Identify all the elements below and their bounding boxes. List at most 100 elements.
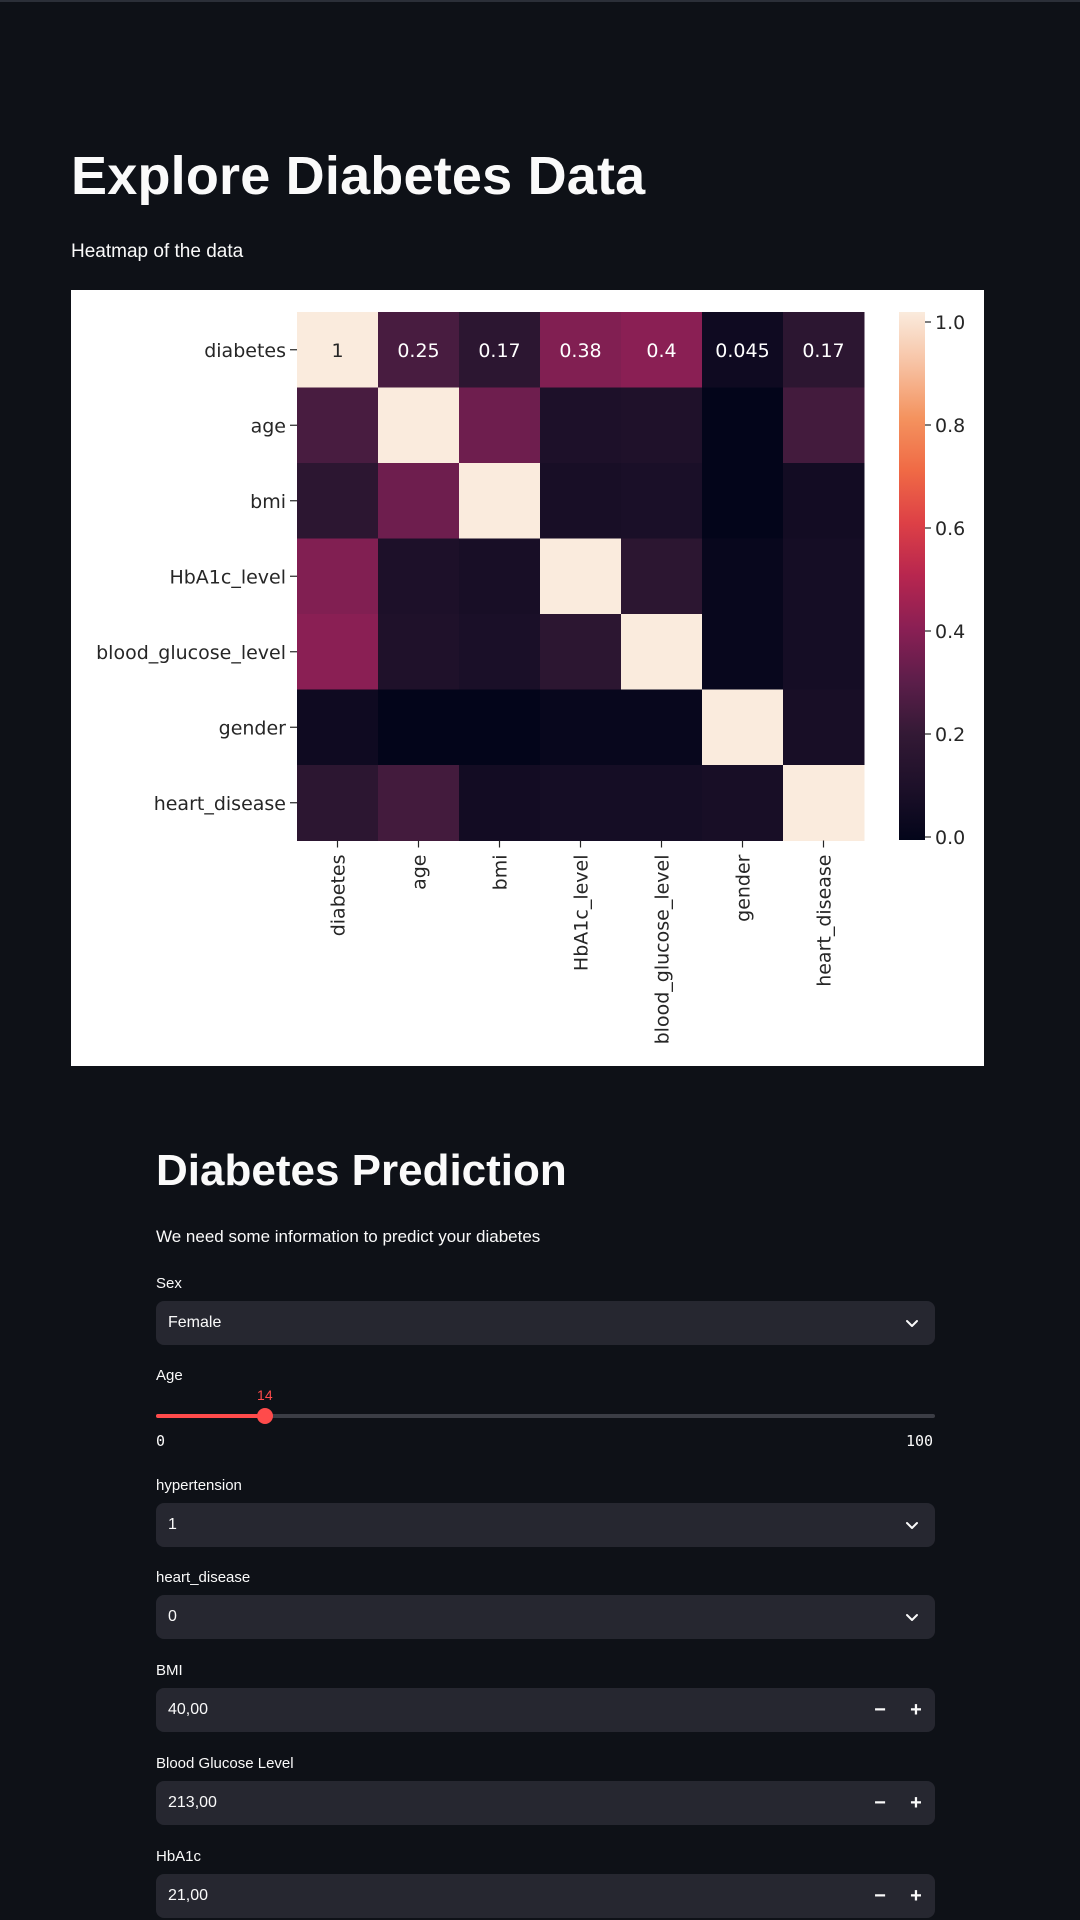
- heatmap-cell: [297, 463, 379, 539]
- heatmap-cell: [783, 614, 865, 690]
- heatmap-cell: [378, 614, 460, 690]
- colorbar-tick-label: 0.4: [935, 621, 965, 643]
- hypertension-label: hypertension: [156, 1477, 242, 1494]
- bmi-decrement-button[interactable]: −: [874, 1699, 886, 1721]
- heatmap-annotation: 0.045: [715, 340, 769, 362]
- hba1c-input[interactable]: 21,00 − +: [156, 1874, 935, 1918]
- heatmap-cell: [621, 689, 703, 766]
- colorbar-tick-label: 1.0: [935, 312, 965, 334]
- heatmap-cell: [459, 463, 541, 539]
- hba1c-value: 21,00: [168, 1887, 209, 1904]
- heatmap-cell: [783, 689, 865, 766]
- heatmap-cell: [621, 765, 703, 841]
- heatmap-cell: [378, 538, 460, 615]
- heatmap-cell: [783, 538, 865, 615]
- age-slider-fill: [156, 1414, 266, 1418]
- heatmap-cell: [378, 463, 460, 539]
- heatmap-cell: [459, 387, 541, 464]
- bmi-value: 40,00: [168, 1701, 209, 1718]
- heatmap-cell: [459, 689, 541, 766]
- heatmap-cell: [702, 312, 784, 388]
- heatmap-cell: [540, 312, 622, 388]
- top-border: [0, 0, 1080, 2]
- prediction-title: Diabetes Prediction: [156, 1146, 567, 1195]
- heatmap-cell: [783, 387, 865, 464]
- heatmap-cell: [702, 765, 784, 841]
- bmi-input[interactable]: 40,00 − +: [156, 1688, 935, 1732]
- heatmap-cell: [297, 312, 379, 388]
- sex-label: Sex: [156, 1275, 182, 1292]
- heatmap-cell: [621, 538, 703, 615]
- age-slider-value: 14: [257, 1387, 273, 1403]
- heatmap-cell: [378, 387, 460, 464]
- hba1c-increment-button[interactable]: +: [910, 1885, 922, 1907]
- heatmap-cell: [378, 312, 460, 388]
- y-tick-label: bmi: [250, 491, 286, 513]
- chevron-down-icon: [906, 1522, 918, 1529]
- age-slider-max: 100: [906, 1432, 934, 1450]
- glucose-increment-button[interactable]: +: [910, 1792, 922, 1814]
- glucose-label: Blood Glucose Level: [156, 1755, 294, 1772]
- heatmap-chart: 1 0.25 0.17 0.38 0.4 0.045 0.17 diabetes age bmi…: [96, 312, 965, 1045]
- y-tick-label: heart_disease: [154, 793, 286, 815]
- heatmap-annotation: 0.17: [802, 340, 844, 362]
- hba1c-label: HbA1c: [156, 1848, 202, 1865]
- heatmap-cell: [297, 689, 379, 766]
- prediction-subtitle: We need some information to predict your…: [156, 1227, 541, 1246]
- x-tick-label: diabetes: [328, 855, 350, 937]
- heatmap-cell: [459, 538, 541, 615]
- age-slider-track[interactable]: [156, 1414, 935, 1418]
- heatmap-annotation: 0.17: [478, 340, 520, 362]
- glucose-input[interactable]: 213,00 − +: [156, 1781, 935, 1825]
- glucose-value: 213,00: [168, 1794, 217, 1811]
- x-tick-label: age: [409, 855, 431, 890]
- glucose-decrement-button[interactable]: −: [874, 1792, 886, 1814]
- colorbar-tick-label: 0.6: [935, 518, 965, 540]
- explore-title: Explore Diabetes Data: [71, 146, 646, 206]
- hba1c-decrement-button[interactable]: −: [874, 1885, 886, 1907]
- chevron-down-icon: [906, 1320, 918, 1327]
- hypertension-value: 1: [168, 1516, 177, 1533]
- heatmap-cell: [702, 689, 784, 766]
- heatmap-cell: [621, 614, 703, 690]
- heatmap-annotation: 0.4: [646, 340, 676, 362]
- heatmap-cell: [783, 463, 865, 539]
- heatmap-figure: 1 0.25 0.17 0.38 0.4 0.045 0.17 diabetes age bmi…: [71, 290, 984, 1066]
- heatmap-cell: [459, 312, 541, 388]
- heatmap-cell: [621, 387, 703, 464]
- heatmap-cell: [702, 387, 784, 464]
- heatmap-cell: [378, 765, 460, 841]
- heatmap-cell: [540, 463, 622, 539]
- heatmap-cell: [297, 765, 379, 841]
- chevron-down-icon: [906, 1614, 918, 1621]
- heart-disease-select[interactable]: 0: [156, 1595, 935, 1639]
- age-slider-thumb[interactable]: [257, 1408, 274, 1424]
- y-tick-label: HbA1c_level: [169, 566, 286, 588]
- x-tick-label: heart_disease: [814, 855, 836, 987]
- sex-select[interactable]: Female: [156, 1301, 935, 1345]
- heatmap-cell: [297, 538, 379, 615]
- colorbar: [899, 312, 925, 840]
- colorbar-tick-label: 0.8: [935, 415, 965, 437]
- colorbar-tick-label: 0.2: [935, 724, 965, 746]
- heatmap-cell: [783, 312, 865, 388]
- heatmap-annotation: 0.38: [559, 340, 601, 362]
- sex-value: Female: [168, 1314, 222, 1331]
- heatmap-cell: [702, 538, 784, 615]
- x-tick-label: HbA1c_level: [571, 855, 593, 972]
- explore-subtitle: Heatmap of the data: [71, 241, 244, 262]
- heatmap-cell: [621, 463, 703, 539]
- heatmap-cell: [540, 387, 622, 464]
- heatmap-cell: [297, 387, 379, 464]
- age-slider-min: 0: [156, 1432, 166, 1450]
- heart-disease-value: 0: [168, 1608, 177, 1625]
- heatmap-cell: [459, 614, 541, 690]
- y-tick-label: diabetes: [204, 340, 286, 362]
- bmi-increment-button[interactable]: +: [910, 1699, 922, 1721]
- hypertension-select[interactable]: 1: [156, 1503, 935, 1547]
- heatmap-cell: [621, 312, 703, 388]
- x-tick-label: blood_glucose_level: [652, 855, 674, 1045]
- heatmap-cell: [297, 614, 379, 690]
- y-tick-label: blood_glucose_level: [96, 642, 286, 664]
- heatmap-cell: [540, 538, 622, 615]
